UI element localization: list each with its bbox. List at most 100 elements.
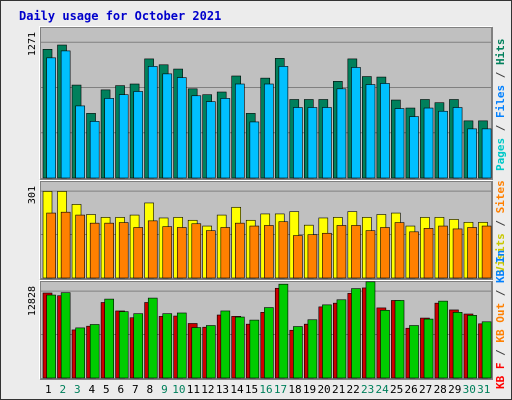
x-tick-label: 1 (45, 383, 52, 396)
bar-kb-in (249, 319, 260, 379)
bar-files (293, 107, 303, 179)
bar-kb-in (264, 307, 274, 379)
legend-entry: Pages (494, 138, 507, 171)
bar-sites (162, 226, 173, 279)
bar-files (481, 128, 492, 179)
bar-files (394, 108, 405, 179)
bar-files (104, 98, 114, 179)
bar-sites (351, 225, 361, 279)
bar-files (380, 83, 390, 179)
legend-entry: Sites (494, 180, 507, 213)
bar-files (133, 91, 144, 179)
y-tick-label: 1271 (27, 32, 38, 56)
legend-kb-f-out-in: KB F / KB Out / KB In (494, 250, 507, 389)
bar-kb-in (118, 311, 129, 379)
bar-files (89, 121, 100, 179)
x-tick-label: 19 (303, 383, 316, 396)
bar-sites (206, 230, 216, 279)
x-tick-label: 20 (317, 383, 330, 396)
x-tick-label: 21 (332, 383, 345, 396)
bar-kb-in (46, 294, 56, 379)
bar-files (423, 107, 434, 179)
legend-entry: / (494, 283, 507, 303)
bar-sites (438, 225, 448, 279)
x-tick-label: 28 (434, 383, 447, 396)
bar-sites (481, 225, 492, 279)
bar-kb-in (351, 288, 361, 379)
bar-kb-in (89, 324, 100, 379)
bar-sites (249, 225, 260, 279)
x-tick-label: 13 (216, 383, 229, 396)
bar-kb-in (380, 309, 390, 379)
bar-kb-in (75, 327, 85, 379)
bar-files (249, 121, 260, 179)
bar-sites (191, 223, 202, 279)
x-tick-label: 29 (448, 383, 461, 396)
x-tick-label: 3 (74, 383, 81, 396)
bar-sites (264, 225, 274, 279)
legend-entry: KB In (494, 250, 507, 283)
bar-sites (380, 227, 390, 279)
legend-entry: / (494, 343, 507, 363)
bar-sites (365, 230, 376, 279)
x-tick-label: 18 (288, 383, 301, 396)
bar-kb-in (438, 300, 448, 379)
bar-sites (75, 214, 85, 279)
x-tick-label: 25 (390, 383, 403, 396)
x-tick-label: 10 (172, 383, 185, 396)
bar-kb-in (423, 318, 434, 379)
bar-files (351, 67, 361, 179)
bar-files (264, 83, 274, 179)
bar-sites (147, 220, 158, 279)
bar-kb-in (394, 300, 405, 379)
bar-kb-in (365, 281, 376, 379)
x-tick-label: 23 (361, 383, 374, 396)
bar-sites (293, 235, 303, 279)
x-tick-label: 4 (88, 383, 95, 396)
bar-sites (235, 222, 245, 279)
x-tick-label: 16 (259, 383, 272, 396)
bar-sites (452, 228, 463, 279)
bar-kb-in (409, 325, 419, 379)
x-tick-label: 27 (419, 383, 432, 396)
x-tick-label: 6 (118, 383, 125, 396)
bar-files (336, 88, 347, 179)
bar-sites (118, 222, 129, 279)
bar-kb-in (220, 310, 231, 379)
bar-files (467, 128, 477, 179)
bar-sites (46, 212, 56, 279)
bar-kb-in (481, 321, 492, 379)
bar-files (278, 66, 289, 179)
bar-files (438, 110, 448, 179)
bar-files (46, 57, 56, 179)
bar-sites (409, 231, 419, 279)
bar-files (452, 107, 463, 179)
bar-kb-in (235, 316, 245, 379)
bar-files (60, 50, 71, 179)
x-tick-label: 11 (187, 383, 200, 396)
legend-entry: Files (494, 85, 507, 118)
bar-kb-in (467, 315, 477, 379)
bar-sites (423, 228, 434, 279)
bar-kb-in (206, 325, 216, 379)
bar-sites (60, 211, 71, 279)
bar-files (409, 116, 419, 179)
legend-entry: / (494, 118, 507, 138)
legend-entry: / (494, 65, 507, 85)
bar-kb-in (336, 299, 347, 379)
bar-sites (336, 225, 347, 279)
legend-entry: KB F (494, 363, 507, 390)
x-tick-label: 5 (103, 383, 110, 396)
bar-files (365, 84, 376, 179)
x-tick-label: 17 (274, 383, 287, 396)
legend-entry: / (494, 213, 507, 233)
bar-files (147, 66, 158, 179)
chart-title: Daily usage for October 2021 (19, 9, 222, 23)
bar-kb-in (162, 313, 173, 379)
bar-files (162, 73, 173, 179)
bar-sites (133, 227, 144, 279)
bar-kb-in (307, 319, 318, 379)
bar-sites (89, 222, 100, 279)
